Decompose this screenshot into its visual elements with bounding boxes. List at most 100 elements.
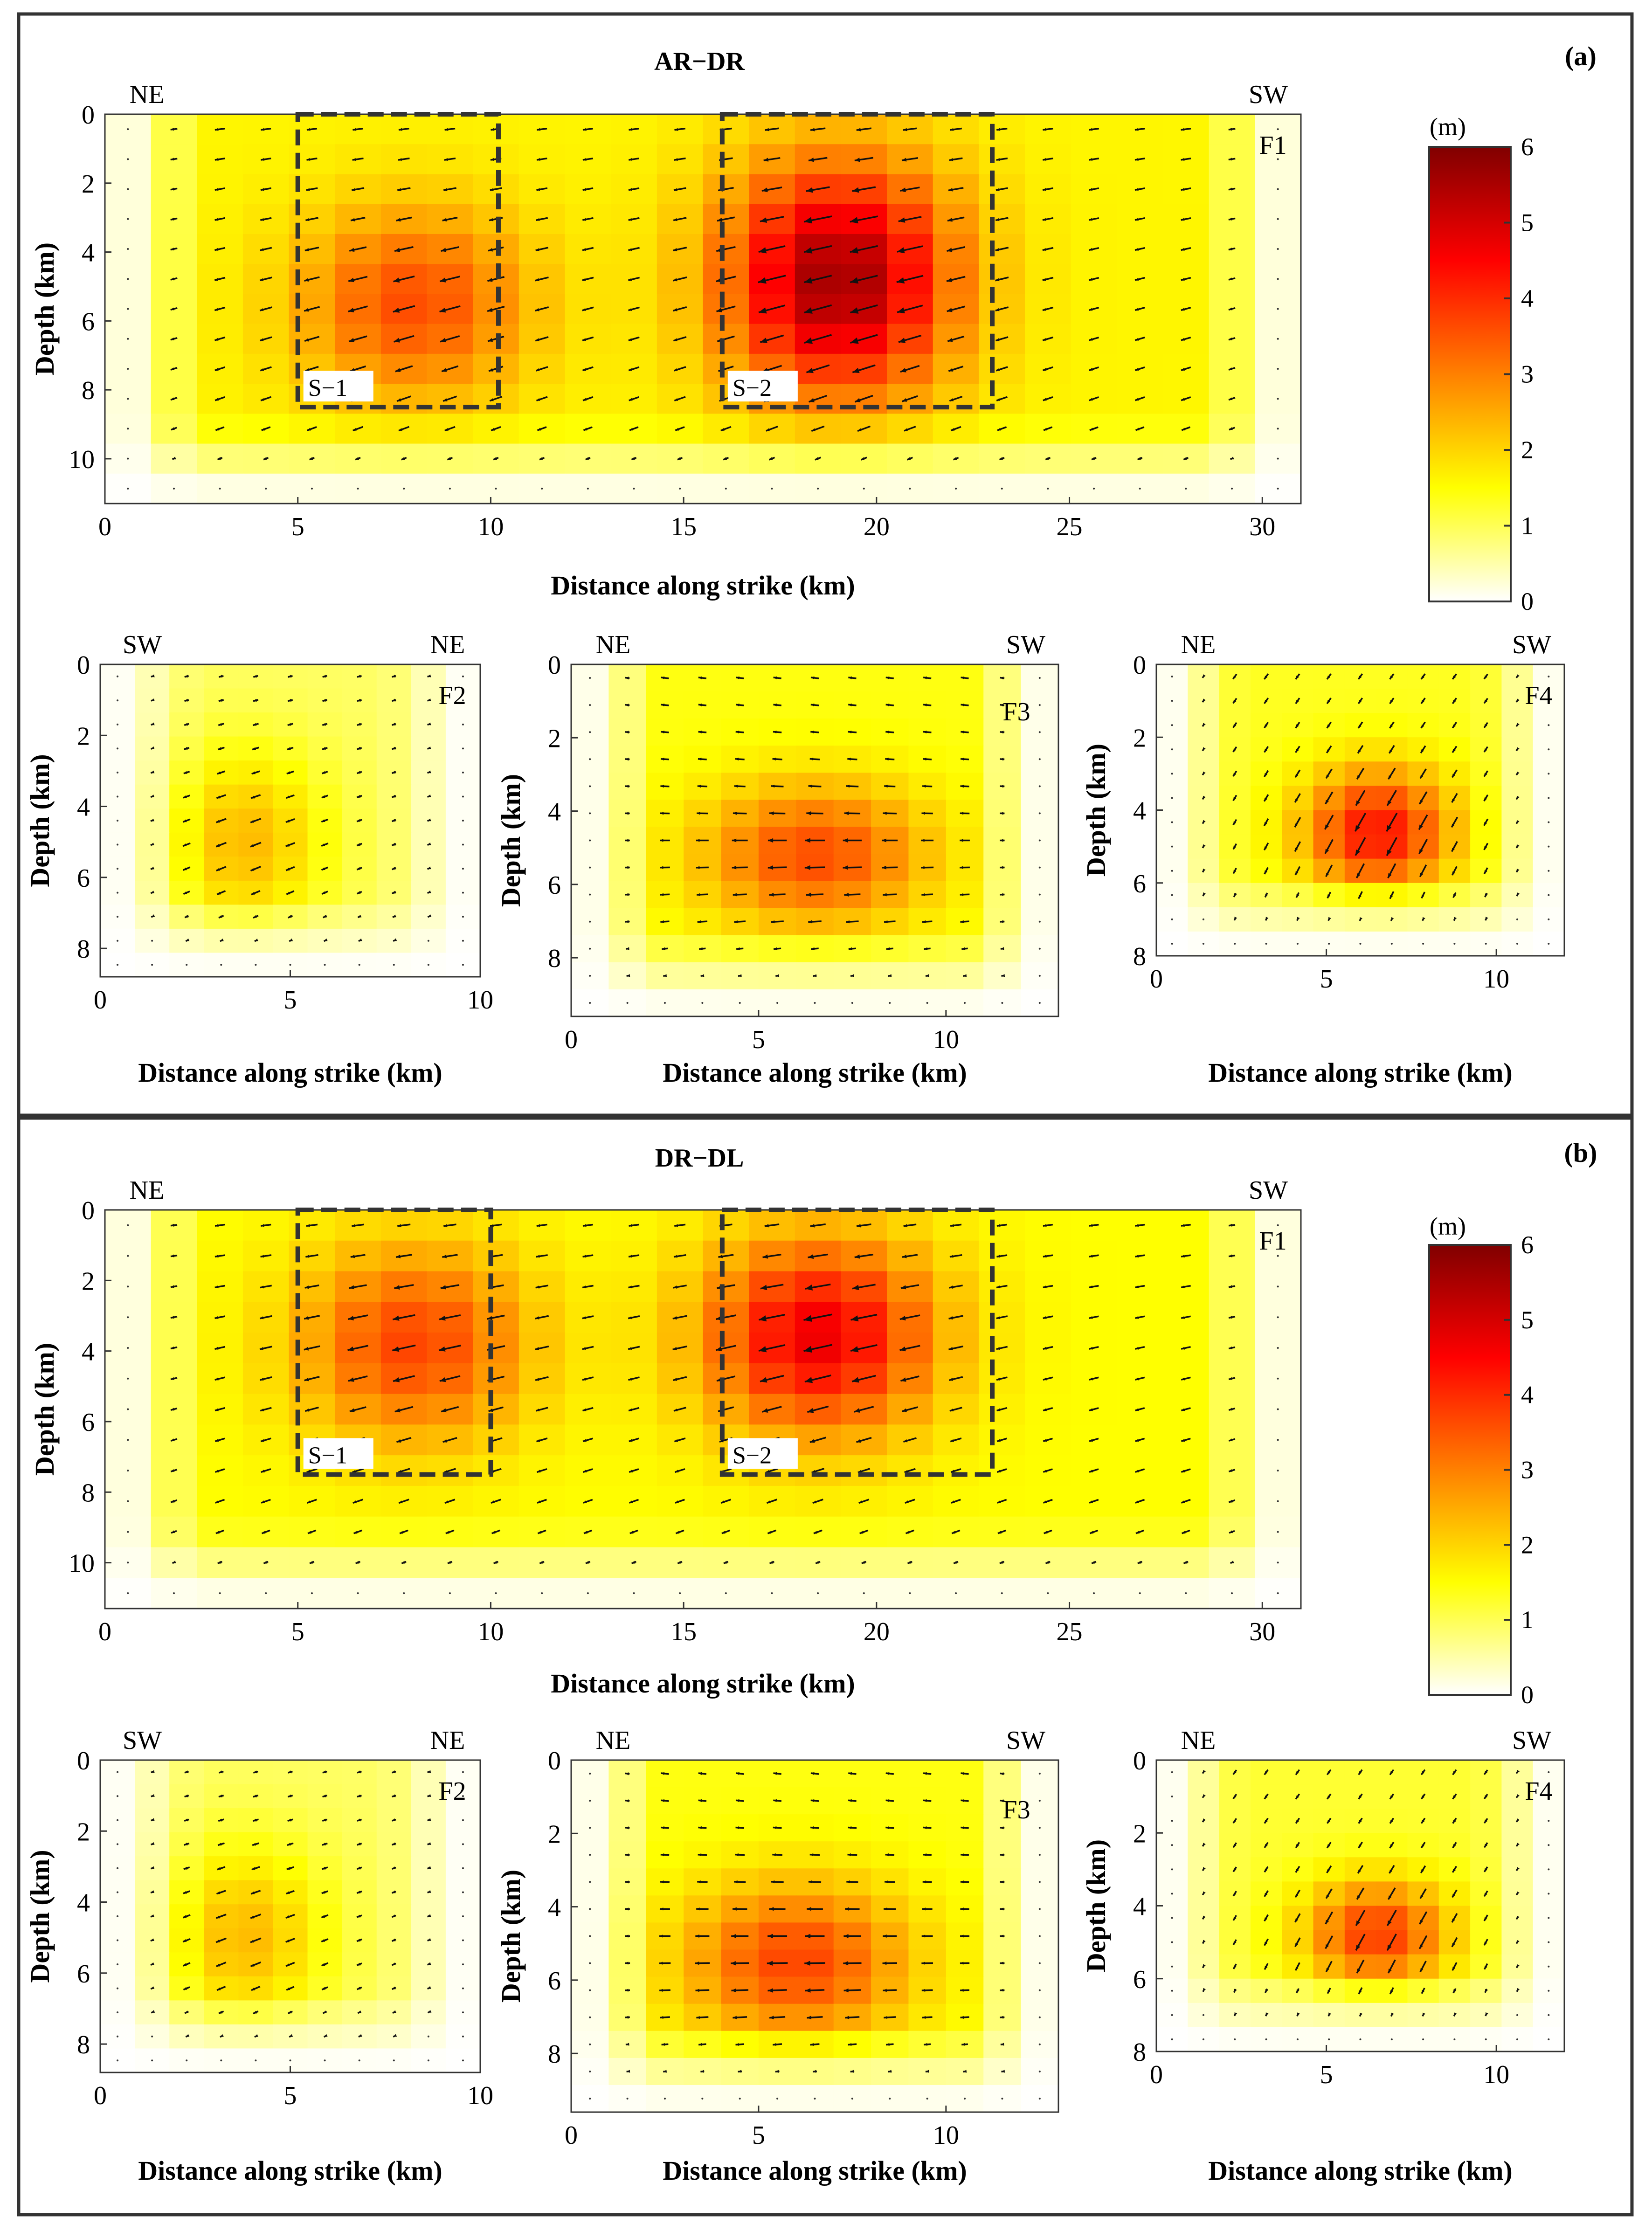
x-tick-label: 5	[1320, 2060, 1333, 2089]
slip-vector-dot	[589, 894, 591, 896]
slip-vector-dot	[664, 1002, 666, 1004]
slip-vector-dot	[1548, 2038, 1549, 2040]
y-tick-label: 2	[82, 170, 95, 199]
slip-vector-dot	[462, 1819, 464, 1821]
slip-vector-dot	[1328, 2038, 1330, 2040]
y-tick-label: 0	[1133, 1747, 1146, 1775]
slip-vector-dot	[151, 2036, 153, 2038]
slip-vector-dot	[1277, 428, 1279, 429]
slip-vector-dot	[117, 1988, 118, 1989]
slip-vector-dot	[1171, 943, 1173, 945]
y-tick-label: 2	[77, 722, 90, 751]
direction-label-left: NE	[596, 1726, 631, 1755]
slip-vector-dot	[589, 2017, 591, 2018]
slip-vector-dot	[1171, 846, 1173, 848]
y-axis-label: Depth (km)	[25, 1850, 55, 1982]
x-axis-label: Distance along strike (km)	[138, 2155, 442, 2186]
slip-vector-dot	[1039, 2017, 1041, 2018]
slip-vector-dot	[1548, 2014, 1549, 2016]
slip-vector-dot	[1039, 1854, 1041, 1856]
slip-vector-dot	[1171, 773, 1173, 774]
slip-vector-dot	[219, 488, 221, 490]
slip-vector-dot	[1548, 748, 1549, 750]
x-axis-label: Distance along strike (km)	[551, 570, 855, 601]
slip-vector-dot	[127, 1409, 129, 1410]
panel-a-title: AR−DR	[654, 47, 745, 76]
slip-vector-dot	[589, 921, 591, 923]
slip-vector-dot	[1039, 1881, 1041, 1883]
slip-vector-dot	[127, 1285, 129, 1287]
slip-vector-dot	[117, 699, 118, 701]
slip-vector-dot	[1548, 1893, 1549, 1894]
x-tick-label: 10	[467, 2081, 493, 2110]
slip-vector-dot	[1039, 921, 1041, 923]
slip-vector-dot	[462, 1915, 464, 1917]
slip-vector-dot	[117, 1867, 118, 1869]
direction-label-left: NE	[1181, 1726, 1216, 1755]
x-tick-label: 10	[933, 1025, 959, 1054]
slip-vector-dot	[1171, 870, 1173, 872]
slip-vector-dot	[220, 964, 222, 966]
slip-vector-dot	[817, 1592, 819, 1594]
fault-name: F2	[438, 681, 466, 710]
slip-vector-dot	[117, 772, 118, 774]
slip-vector-dot	[127, 1378, 129, 1380]
slip-vector-dot	[1039, 948, 1041, 950]
slip-vector-dot	[127, 458, 129, 460]
y-tick-label: 2	[548, 724, 561, 753]
slip-vector-dot	[1039, 758, 1041, 760]
slip-vector-dot	[1548, 724, 1549, 726]
slip-vector-dot	[311, 488, 313, 490]
slip-vector-dot	[1277, 1470, 1279, 1471]
slip-vector-dot	[589, 2098, 591, 2100]
slip-vector-dot	[462, 2059, 464, 2061]
x-tick-label: 10	[477, 512, 504, 541]
fault-name: F3	[1002, 698, 1030, 726]
slip-vector-dot	[1203, 2038, 1204, 2040]
slip-vector-dot	[1039, 894, 1041, 896]
slip-vector-dot	[359, 964, 360, 966]
direction-label-right: SW	[1512, 1726, 1551, 1755]
slip-vector-dot	[679, 1592, 681, 1594]
slip-vector-dot	[589, 1800, 591, 1802]
slip-vector-dot	[1548, 1820, 1549, 1822]
y-tick-label: 0	[82, 1196, 95, 1225]
slip-vector-dot	[1277, 128, 1279, 130]
x-tick-label: 0	[565, 2121, 578, 2150]
colorbar-tick-label: 1	[1521, 512, 1534, 540]
direction-label-left: SW	[123, 1726, 162, 1755]
slip-vector-dot	[589, 1773, 591, 1775]
slip-vector-dot	[589, 948, 591, 950]
slip-vector-dot	[589, 867, 591, 869]
slip-vector-dot	[589, 975, 591, 977]
y-tick-label: 8	[77, 935, 90, 964]
slip-vector-dot	[1548, 773, 1549, 774]
y-tick-label: 4	[82, 239, 95, 268]
slip-vector-dot	[1001, 2098, 1003, 2100]
y-tick-label: 2	[82, 1267, 95, 1296]
y-tick-label: 4	[1133, 1893, 1146, 1921]
slip-vector-dot	[1548, 846, 1549, 848]
slip-vector-dot	[462, 1940, 464, 1941]
slip-vector-dot	[889, 2098, 891, 2100]
slip-vector-dot	[1548, 894, 1549, 896]
slip-vector-dot	[1297, 943, 1299, 945]
slip-vector-dot	[1001, 488, 1003, 490]
slip-vector-dot	[428, 964, 429, 966]
slip-vector-dot	[1039, 1827, 1041, 1829]
slip-vector-dot	[1265, 2038, 1267, 2040]
slip-vector-dot	[255, 2059, 256, 2061]
slip-vector-dot	[1171, 724, 1173, 726]
x-axis-label: Distance along strike (km)	[663, 2155, 967, 2186]
slip-vector-dot	[1039, 1908, 1041, 1910]
slip-vector-dot	[462, 892, 464, 894]
colorbar-tick-label: 5	[1521, 1306, 1534, 1334]
slip-vector-dot	[151, 964, 153, 966]
slip-vector-dot	[1093, 488, 1095, 490]
slip-vector-dot	[739, 1002, 741, 1004]
slip-vector-dot	[1171, 1917, 1173, 1919]
